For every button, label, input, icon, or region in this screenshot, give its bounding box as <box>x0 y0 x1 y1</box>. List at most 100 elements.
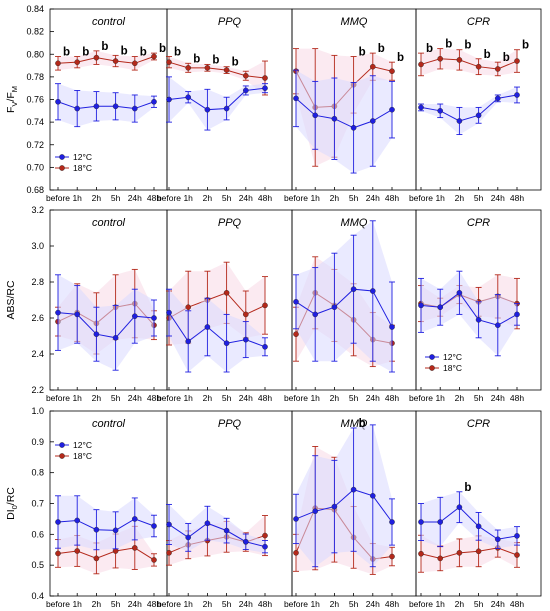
significance-label: b <box>522 40 529 52</box>
x-tick-label: 24h <box>491 599 505 609</box>
legend: 12°C18°C <box>55 152 92 173</box>
y-tick-label: 0.7 <box>31 499 44 509</box>
y-tick-label: 2.2 <box>31 385 44 395</box>
series-line <box>420 292 518 326</box>
data-point <box>514 552 520 558</box>
series-12c <box>293 69 395 174</box>
panel-title: CPR <box>467 217 490 229</box>
data-point <box>55 550 61 557</box>
significance-label: b <box>63 47 70 59</box>
x-tick-label: before <box>46 393 70 403</box>
series-line <box>295 97 393 129</box>
panel-title: CPR <box>467 16 490 28</box>
data-point <box>369 492 376 499</box>
x-tick-label: 24h <box>239 599 253 609</box>
data-point <box>437 304 444 311</box>
y-axis-label-subscript: V <box>10 102 19 107</box>
series-line <box>57 312 155 339</box>
panel-title: PPQ <box>218 16 242 28</box>
significance-label: b <box>464 482 471 494</box>
data-point <box>437 555 444 562</box>
y-axis-label: FV/FM <box>5 86 19 113</box>
y-tick-label: 0.72 <box>26 140 44 150</box>
series-line <box>295 288 393 328</box>
y-tick-label: 0.76 <box>26 95 44 105</box>
error-band <box>169 504 265 553</box>
data-point <box>185 534 191 541</box>
x-tick-label: 48h <box>258 193 272 203</box>
data-point <box>331 304 338 311</box>
x-tick-label: 1h <box>435 599 445 609</box>
series-line <box>168 61 266 79</box>
data-point <box>389 68 395 75</box>
data-point <box>74 548 80 554</box>
series-12c <box>418 86 520 136</box>
data-point <box>242 538 249 545</box>
series-line <box>420 58 518 70</box>
x-tick-label: 24h <box>491 193 505 203</box>
series-12c <box>166 503 268 554</box>
data-point <box>166 309 172 316</box>
x-tick-label: 5h <box>222 599 232 609</box>
series-18c <box>55 50 157 71</box>
data-point <box>223 289 230 296</box>
error-band <box>421 491 517 549</box>
data-point <box>185 338 191 345</box>
x-tick-label: 5h <box>111 599 121 609</box>
series-line <box>168 87 266 111</box>
x-tick-label: before <box>409 193 433 203</box>
x-tick-label: before <box>284 393 308 403</box>
x-tick-label: 48h <box>258 599 272 609</box>
data-point <box>293 550 299 556</box>
y-axis-label-part: /F <box>5 92 17 101</box>
panel-ppq: PPQ before 1h 2h 5h 24h 48h <box>157 410 293 609</box>
data-point <box>369 288 376 294</box>
data-point <box>293 298 299 305</box>
x-tick-label: 5h <box>111 393 121 403</box>
legend-label: 18°C <box>73 451 92 461</box>
y-tick-label: 0.8 <box>31 468 44 478</box>
x-tick-label: before <box>157 193 181 203</box>
data-point <box>312 112 319 119</box>
data-point <box>293 331 299 338</box>
significance-label: b <box>121 45 128 57</box>
significance-label: b <box>193 53 200 65</box>
data-point <box>350 486 357 493</box>
x-tick-label: 1h <box>72 599 82 609</box>
series-line <box>295 489 393 523</box>
x-tick-label: 5h <box>349 193 359 203</box>
x-tick-label: before <box>46 193 70 203</box>
significance-label: b <box>140 47 147 59</box>
data-point <box>437 519 444 525</box>
significance-label: b <box>359 418 366 430</box>
series-12c <box>55 83 157 128</box>
legend-swatch-marker <box>429 354 435 360</box>
series-line <box>57 101 155 110</box>
data-point <box>223 340 230 347</box>
series-12c <box>293 424 395 568</box>
data-point <box>418 519 424 525</box>
data-point <box>185 94 191 101</box>
series-line <box>168 522 266 548</box>
error-band <box>296 220 392 372</box>
data-point <box>312 508 319 515</box>
y-axis-label-part: F <box>5 107 17 113</box>
significance-label: b <box>426 43 433 55</box>
data-point <box>494 95 501 102</box>
series-line <box>168 312 266 348</box>
x-tick-label: 24h <box>366 393 380 403</box>
x-tick-label: 1h <box>183 193 193 203</box>
error-band <box>169 289 265 372</box>
data-point <box>293 516 299 522</box>
x-tick-label: 5h <box>349 393 359 403</box>
error-band <box>169 76 265 131</box>
y-tick-label: 2.6 <box>31 313 44 323</box>
data-point <box>131 313 138 320</box>
legend-swatch-marker <box>59 154 65 160</box>
data-point <box>262 532 268 539</box>
data-point <box>151 557 157 563</box>
x-tick-label: 24h <box>128 393 142 403</box>
data-point <box>185 304 191 311</box>
